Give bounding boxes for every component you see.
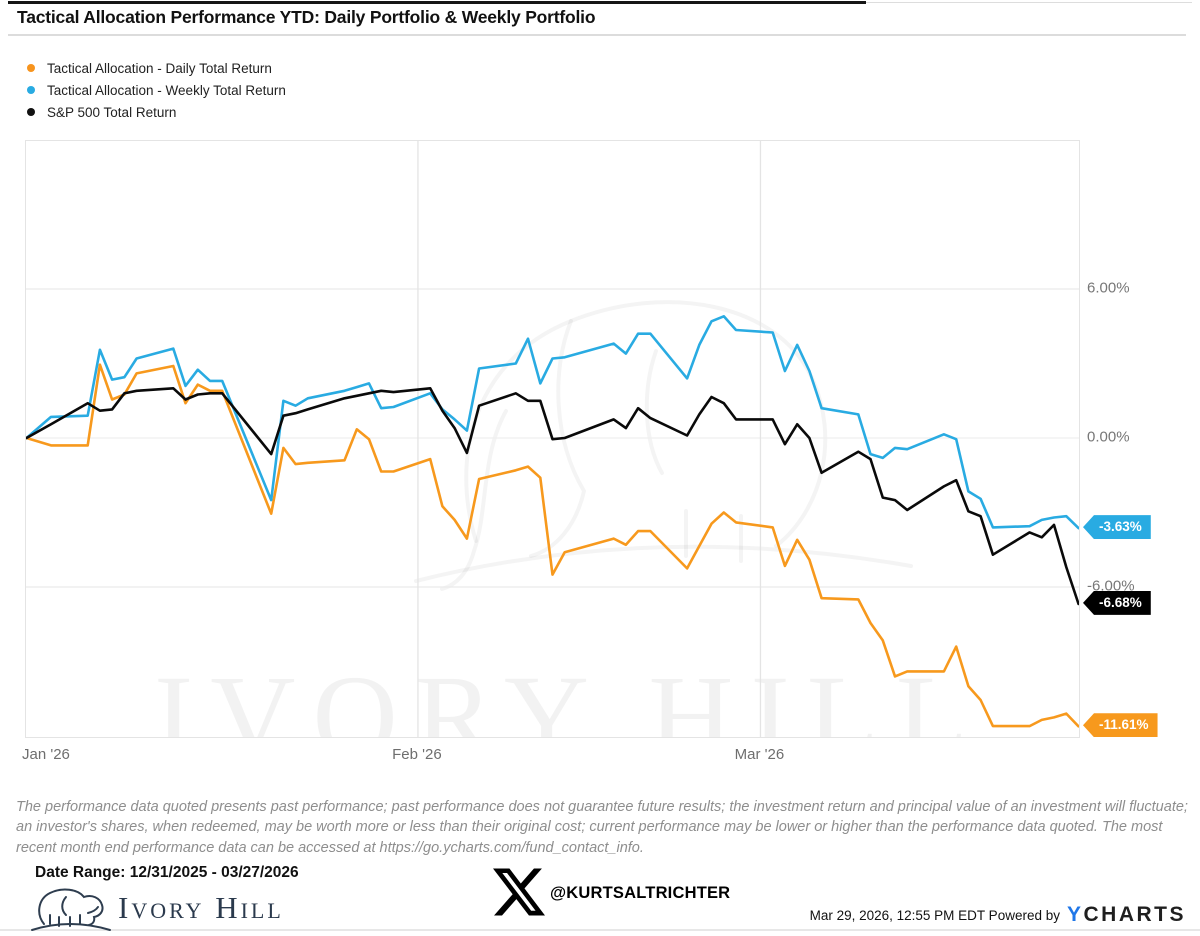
- chart-line-tactical-allocation-daily-total-return: [26, 363, 1079, 728]
- performance-disclaimer: The performance data quoted presents pas…: [16, 799, 1188, 856]
- ycharts-y: Y: [1066, 903, 1084, 926]
- end-tag-tactical-allocation-weekly-total-return: -3.63%: [1083, 515, 1151, 540]
- top-accent-bar: [8, 1, 866, 4]
- y-tick-label: 0.00%: [1087, 428, 1130, 446]
- footer-divider: [0, 929, 1200, 931]
- x-handle: @KURTSALTRICHTER: [550, 884, 731, 902]
- ivory-hill-wordmark: Ivory Hill: [118, 890, 284, 925]
- legend-dot-weekly-icon: [27, 86, 35, 94]
- watermark-text: IVORY HILL: [154, 651, 985, 738]
- ycharts-charts: CHARTS: [1083, 903, 1186, 926]
- legend: Tactical Allocation - Daily Total Return…: [27, 60, 286, 120]
- legend-label-daily: Tactical Allocation - Daily Total Return: [47, 60, 272, 76]
- legend-dot-daily-icon: [27, 64, 35, 72]
- y-tick-label: 6.00%: [1087, 279, 1130, 297]
- page-title: Tactical Allocation Performance YTD: Dai…: [17, 7, 596, 27]
- legend-item-daily: Tactical Allocation - Daily Total Return: [27, 60, 286, 76]
- x-tick-label: Jan '26: [22, 746, 70, 763]
- plot-area: IVORY HILL: [25, 140, 1080, 738]
- chart-line-s-p-500-total-return: [26, 387, 1079, 606]
- date-range-label: Date Range: 12/31/2025 - 03/27/2026: [35, 864, 299, 881]
- ycharts-logo: YCHARTS: [1067, 903, 1186, 927]
- chart-line-tactical-allocation-weekly-total-return: [26, 315, 1079, 530]
- end-tag-s-p-500-total-return: -6.68%: [1083, 590, 1151, 615]
- chart-canvas: [26, 141, 1079, 737]
- legend-item-weekly: Tactical Allocation - Weekly Total Retur…: [27, 82, 286, 98]
- legend-label-sp500: S&P 500 Total Return: [47, 104, 177, 120]
- x-tick-label: Mar '26: [734, 746, 785, 763]
- legend-dot-sp500-icon: [27, 108, 35, 116]
- y-tick-label: -6.00%: [1087, 577, 1135, 595]
- powered-by-row: Mar 29, 2026, 12:55 PM EDT Powered by YC…: [810, 903, 1186, 927]
- legend-label-weekly: Tactical Allocation - Weekly Total Retur…: [47, 82, 286, 98]
- timestamp-powered-by: Mar 29, 2026, 12:55 PM EDT Powered by: [809, 907, 1060, 923]
- end-tag-tactical-allocation-daily-total-return: -11.61%: [1083, 713, 1158, 738]
- x-tick-label: Feb '26: [392, 746, 442, 763]
- x-logo-icon: [493, 868, 545, 916]
- legend-item-sp500: S&P 500 Total Return: [27, 104, 286, 120]
- top-accent-bar-light: [866, 2, 1192, 3]
- ivory-hill-elephant-icon: [31, 888, 111, 931]
- title-divider: [8, 34, 1186, 36]
